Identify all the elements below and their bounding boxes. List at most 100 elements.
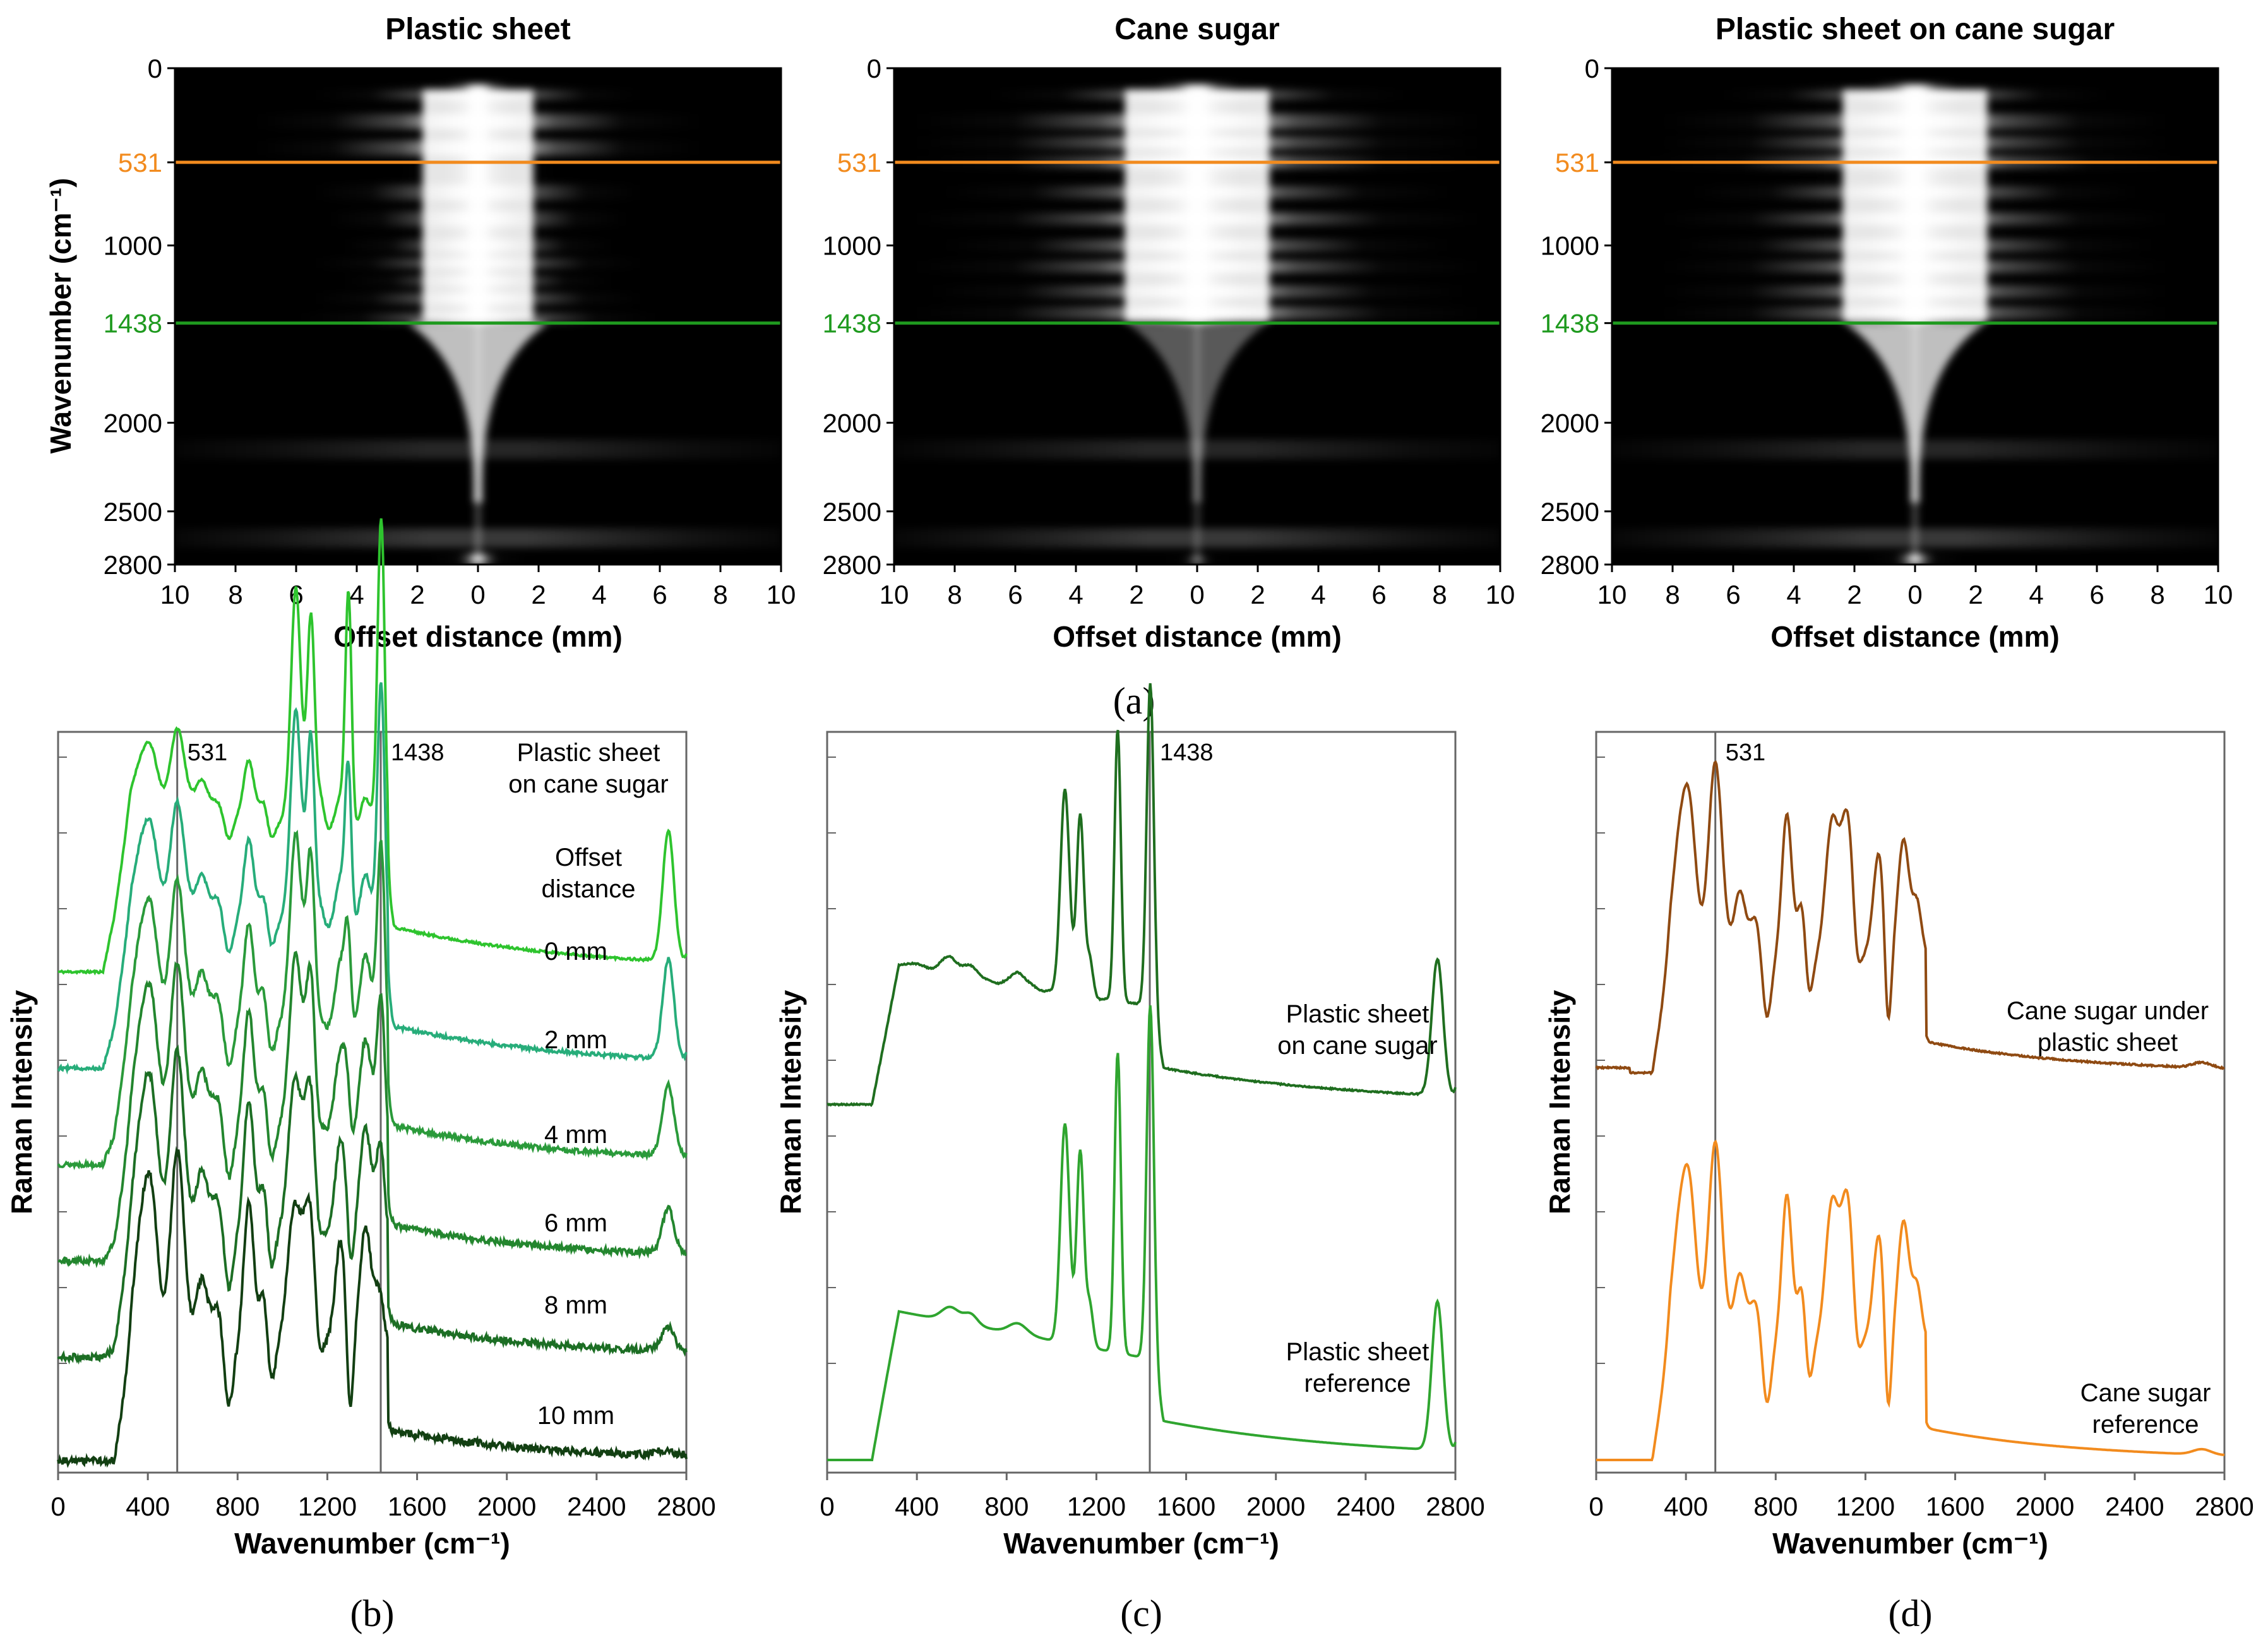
annotation: Offset — [555, 844, 622, 871]
x-axis-label: Wavenumber (cm⁻¹) — [1772, 1527, 2048, 1560]
x-tick-label: 2400 — [1336, 1492, 1395, 1521]
heatmap-panel: Plastic sheet on cane sugar 0 531 1000 1438 2… — [1541, 13, 2233, 653]
x-tick-label: 400 — [1664, 1492, 1708, 1521]
x-tick-label: 6 — [652, 580, 667, 609]
line-chart-d: 0 400 800 1200 1600 2000 2400 2800 Wavenumber (c… — [1543, 731, 2254, 1634]
y-tick-label: 531 — [118, 148, 162, 177]
x-tick-label: 1600 — [1926, 1492, 1984, 1521]
heatmap-title: Cane sugar — [1114, 13, 1279, 46]
series-line-4-mm — [57, 829, 688, 1171]
x-axis-label: Offset distance (mm) — [333, 620, 623, 653]
series-label: on cane sugar — [1277, 1032, 1438, 1060]
plot-frame — [826, 731, 1457, 1474]
panel-label: (c) — [1120, 1593, 1162, 1634]
x-tick-label: 4 — [1311, 580, 1325, 609]
series-line-plastic-reference — [827, 1005, 1457, 1461]
series-line-8-mm — [57, 1044, 688, 1365]
x-tick-label: 6 — [1371, 580, 1386, 609]
annotation: distance — [542, 875, 636, 903]
series-label: Cane sugar — [2080, 1379, 2211, 1407]
y-axis-label: Raman Intensity — [774, 990, 807, 1214]
series-line-0-mm — [57, 518, 688, 976]
x-tick-label: 2 — [1250, 580, 1265, 609]
x-tick-label: 0 — [1190, 580, 1204, 609]
y-tick-label: 531 — [1555, 148, 1599, 177]
x-tick-label: 0 — [470, 580, 485, 609]
series-line-sugar-reference — [1596, 1139, 2225, 1461]
x-tick-label: 10 — [880, 580, 909, 609]
y-tick-label: 2000 — [1541, 408, 1599, 438]
y-tick-label: 2000 — [823, 408, 881, 438]
x-tick-label: 10 — [2204, 580, 2233, 609]
plot-frame — [1595, 731, 2226, 1474]
x-tick-label: 400 — [895, 1492, 939, 1521]
series-label: 2 mm — [544, 1026, 607, 1054]
vline-label: 1438 — [391, 739, 445, 766]
y-tick-label: 1000 — [823, 231, 881, 261]
x-tick-label: 2 — [531, 580, 546, 609]
x-tick-label: 4 — [349, 580, 364, 609]
x-tick-label: 2 — [1968, 580, 1983, 609]
y-tick-label: 2800 — [823, 550, 881, 580]
y-tick-label: 2800 — [1541, 550, 1599, 580]
x-tick-label: 2400 — [567, 1492, 626, 1521]
y-tick-label: 2500 — [1541, 497, 1599, 527]
x-tick-label: 6 — [1008, 580, 1022, 609]
y-tick-label: 2500 — [823, 497, 881, 527]
x-axis-label: Wavenumber (cm⁻¹) — [1003, 1527, 1279, 1560]
heatmap-title: Plastic sheet on cane sugar — [1716, 13, 2115, 46]
y-tick-label: 1438 — [823, 309, 881, 338]
y-tick-label: 2000 — [104, 408, 162, 438]
x-tick-label: 4 — [1068, 580, 1083, 609]
series-label: Plastic sheet — [1286, 1000, 1429, 1028]
x-tick-label: 2800 — [657, 1492, 715, 1521]
x-tick-label: 8 — [1665, 580, 1680, 609]
vline-label: 531 — [1726, 739, 1765, 766]
x-tick-label: 8 — [713, 580, 727, 609]
y-tick-label: 0 — [867, 54, 881, 83]
x-tick-label: 800 — [215, 1492, 260, 1521]
x-tick-label: 2800 — [2195, 1492, 2253, 1521]
x-tick-label: 0 — [820, 1492, 834, 1521]
annotation: on cane sugar — [508, 770, 669, 798]
x-tick-label: 8 — [947, 580, 962, 609]
y-tick-label: 0 — [1585, 54, 1599, 83]
panel-label: (b) — [350, 1593, 395, 1634]
x-tick-label: 2 — [1129, 580, 1143, 609]
x-tick-label: 800 — [984, 1492, 1029, 1521]
annotation: Plastic sheet — [517, 739, 660, 767]
panel-label: (d) — [1889, 1593, 1933, 1634]
series-label: reference — [1304, 1370, 1411, 1397]
x-tick-label: 2 — [410, 580, 424, 609]
y-tick-label: 2500 — [104, 497, 162, 527]
y-tick-label: 1000 — [1541, 231, 1599, 261]
series-label: 10 mm — [537, 1402, 614, 1430]
x-tick-label: 8 — [1432, 580, 1447, 609]
series-label: 4 mm — [544, 1121, 607, 1149]
x-tick-label: 4 — [592, 580, 606, 609]
x-tick-label: 2800 — [1426, 1492, 1484, 1521]
x-tick-label: 1600 — [1157, 1492, 1215, 1521]
heatmap-title: Plastic sheet — [385, 13, 571, 46]
x-tick-label: 10 — [767, 580, 796, 609]
x-axis-label: Wavenumber (cm⁻¹) — [234, 1527, 510, 1560]
x-tick-label: 4 — [2029, 580, 2043, 609]
series-label: 6 mm — [544, 1209, 607, 1237]
x-tick-label: 1200 — [1836, 1492, 1895, 1521]
y-axis-label: Wavenumber (cm⁻¹) — [44, 178, 77, 454]
x-axis-label: Offset distance (mm) — [1053, 620, 1342, 653]
y-axis-label: Raman Intensity — [5, 990, 38, 1214]
x-tick-label: 10 — [1597, 580, 1627, 609]
y-tick-label: 2800 — [104, 550, 162, 580]
x-tick-label: 8 — [228, 580, 242, 609]
y-tick-label: 1438 — [104, 309, 162, 338]
series-label: reference — [2092, 1411, 2199, 1439]
x-tick-label: 0 — [1907, 580, 1922, 609]
x-tick-label: 8 — [2150, 580, 2164, 609]
plot-frame — [57, 731, 688, 1474]
x-tick-label: 400 — [126, 1492, 170, 1521]
series-line-10-mm — [57, 1146, 688, 1468]
y-axis-label: Raman Intensity — [1543, 990, 1576, 1214]
